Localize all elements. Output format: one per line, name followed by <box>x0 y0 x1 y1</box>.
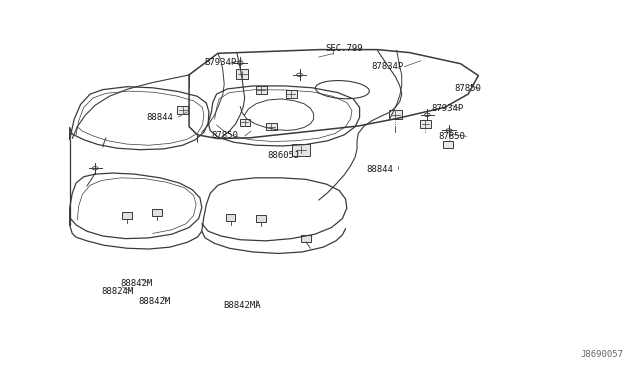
Text: 88842M: 88842M <box>138 297 170 306</box>
FancyBboxPatch shape <box>389 110 402 119</box>
Text: J8690057: J8690057 <box>580 350 623 359</box>
FancyBboxPatch shape <box>177 106 188 114</box>
FancyBboxPatch shape <box>255 86 267 94</box>
Text: 88824M: 88824M <box>102 287 134 296</box>
FancyBboxPatch shape <box>285 90 297 98</box>
FancyBboxPatch shape <box>239 119 250 126</box>
Text: 88605J: 88605J <box>268 151 300 160</box>
FancyBboxPatch shape <box>236 70 248 79</box>
Text: B8842MA: B8842MA <box>223 301 260 310</box>
FancyBboxPatch shape <box>122 212 132 219</box>
Text: SEC.799: SEC.799 <box>325 44 363 53</box>
Text: 88844: 88844 <box>366 165 393 174</box>
FancyBboxPatch shape <box>292 144 310 155</box>
FancyBboxPatch shape <box>257 215 266 222</box>
Text: 88844: 88844 <box>147 113 173 122</box>
Text: 87850: 87850 <box>438 132 465 141</box>
FancyBboxPatch shape <box>420 120 431 128</box>
FancyBboxPatch shape <box>152 209 162 216</box>
FancyBboxPatch shape <box>301 235 311 242</box>
Text: 87934P: 87934P <box>432 104 464 113</box>
Text: 87850: 87850 <box>454 84 481 93</box>
FancyBboxPatch shape <box>266 123 276 131</box>
FancyBboxPatch shape <box>443 141 453 148</box>
Text: 87850: 87850 <box>211 131 238 141</box>
Text: 87834P: 87834P <box>371 62 403 71</box>
Text: B7934P: B7934P <box>204 58 236 67</box>
FancyBboxPatch shape <box>226 214 236 221</box>
Text: 88842M: 88842M <box>121 279 153 288</box>
